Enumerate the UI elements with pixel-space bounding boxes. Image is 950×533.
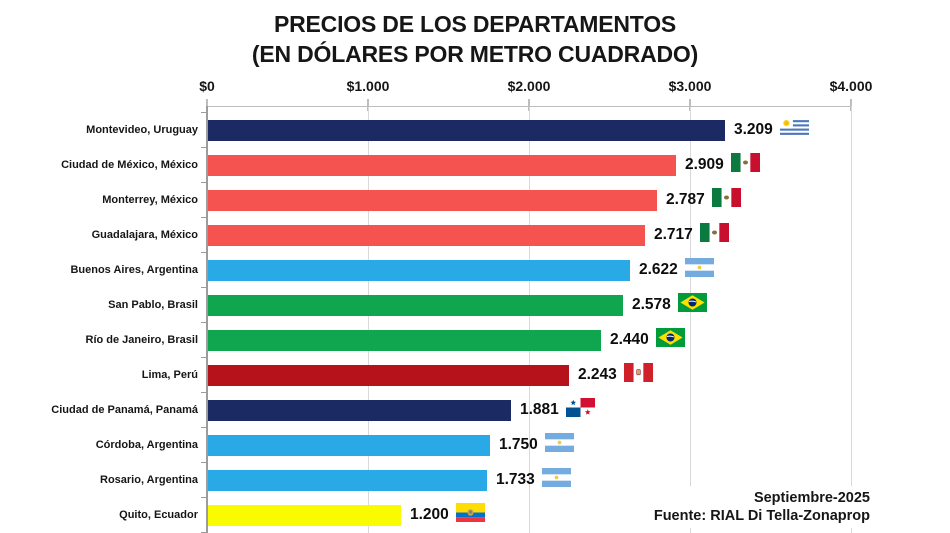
category-label: Ciudad de Panamá, Panamá bbox=[51, 403, 198, 416]
category-label: Monterrey, México bbox=[102, 193, 198, 206]
y-axis-tick bbox=[201, 146, 207, 149]
bar bbox=[208, 364, 569, 386]
x-axis-tick bbox=[850, 99, 852, 111]
category-label: Lima, Perú bbox=[141, 368, 198, 381]
value-group: 2.622 bbox=[639, 253, 714, 288]
x-axis-tick bbox=[367, 99, 369, 111]
flag-ecuador-icon bbox=[455, 503, 485, 527]
value-label: 2.787 bbox=[666, 191, 705, 208]
x-axis-tick-label: $0 bbox=[199, 78, 215, 94]
chart-title-line1: PRECIOS DE LOS DEPARTAMENTOS bbox=[273, 11, 677, 37]
gridline bbox=[689, 106, 691, 533]
y-axis-tick bbox=[201, 251, 207, 254]
y-axis-tick bbox=[201, 286, 207, 289]
y-axis-tick bbox=[201, 321, 207, 324]
category-label: Quito, Ecuador bbox=[119, 508, 198, 521]
value-group: 2.578 bbox=[632, 288, 707, 323]
chart-title-line2: (EN DÓLARES POR METRO CUADRADO) bbox=[251, 41, 699, 67]
y-axis-tick bbox=[201, 181, 207, 184]
category-label: Rosario, Argentina bbox=[100, 473, 198, 486]
bar bbox=[208, 259, 630, 281]
x-axis-tick-label: $3.000 bbox=[668, 78, 712, 94]
flag-uruguay-icon bbox=[779, 118, 809, 142]
value-label: 1.733 bbox=[496, 471, 535, 488]
chart-title: PRECIOS DE LOS DEPARTAMENTOS (EN DÓLARES… bbox=[0, 9, 950, 69]
bar bbox=[208, 469, 487, 491]
y-axis-tick bbox=[201, 461, 207, 464]
value-label: 2.243 bbox=[578, 366, 617, 383]
gridline bbox=[850, 106, 852, 533]
value-label: 1.750 bbox=[499, 436, 538, 453]
value-label: 1.881 bbox=[520, 401, 559, 418]
value-label: 2.909 bbox=[685, 156, 724, 173]
bar bbox=[208, 224, 645, 246]
value-group: 1.750 bbox=[499, 428, 574, 463]
y-axis-tick bbox=[201, 426, 207, 429]
flag-panama-icon bbox=[565, 398, 595, 422]
y-axis-tick bbox=[201, 111, 207, 114]
value-label: 2.440 bbox=[610, 331, 649, 348]
category-label: Guadalajara, México bbox=[91, 228, 198, 241]
category-label: Córdoba, Argentina bbox=[95, 438, 198, 451]
value-label: 1.200 bbox=[410, 506, 449, 523]
value-label: 2.717 bbox=[654, 226, 693, 243]
flag-argentina-icon bbox=[541, 468, 571, 492]
bar bbox=[208, 294, 623, 316]
category-label: Montevideo, Uruguay bbox=[86, 123, 198, 136]
category-label: Buenos Aires, Argentina bbox=[70, 263, 198, 276]
x-axis-line bbox=[207, 106, 851, 107]
y-axis-tick bbox=[201, 391, 207, 394]
y-axis-tick bbox=[201, 356, 207, 359]
y-axis-line bbox=[206, 106, 208, 533]
bar bbox=[208, 329, 601, 351]
bar bbox=[208, 399, 511, 421]
y-axis-tick bbox=[201, 496, 207, 499]
flag-brazil-icon bbox=[677, 293, 707, 317]
value-group: 1.200 bbox=[410, 498, 485, 533]
value-group: 2.909 bbox=[685, 148, 760, 183]
value-label: 2.622 bbox=[639, 261, 678, 278]
value-label: 3.209 bbox=[734, 121, 773, 138]
flag-mexico-icon bbox=[730, 153, 760, 177]
value-group: 2.440 bbox=[610, 323, 685, 358]
source-note: Septiembre-2025 Fuente: RIAL Di Tella-Zo… bbox=[649, 486, 874, 528]
value-group: 1.733 bbox=[496, 463, 571, 498]
value-group: 2.717 bbox=[654, 218, 729, 253]
bar bbox=[208, 504, 401, 526]
gridline bbox=[528, 106, 530, 533]
flag-peru-icon bbox=[623, 363, 653, 387]
gridline bbox=[367, 106, 369, 533]
value-group: 2.787 bbox=[666, 183, 741, 218]
flag-mexico-icon bbox=[699, 223, 729, 247]
y-axis-tick bbox=[201, 216, 207, 219]
value-group: 1.881 bbox=[520, 393, 595, 428]
y-axis-tick bbox=[201, 531, 207, 533]
x-axis-tick-label: $1.000 bbox=[346, 78, 390, 94]
value-group: 2.243 bbox=[578, 358, 653, 393]
category-label: San Pablo, Brasil bbox=[108, 298, 198, 311]
bar bbox=[208, 434, 490, 456]
x-axis-tick-label: $2.000 bbox=[507, 78, 551, 94]
x-axis-tick bbox=[689, 99, 691, 111]
flag-brazil-icon bbox=[655, 328, 685, 352]
category-label: Río de Janeiro, Brasil bbox=[85, 333, 198, 346]
flag-argentina-icon bbox=[544, 433, 574, 457]
source-date: Septiembre-2025 bbox=[753, 490, 870, 506]
x-axis-tick bbox=[528, 99, 530, 111]
category-label: Ciudad de México, México bbox=[61, 158, 198, 171]
value-group: 3.209 bbox=[734, 113, 809, 148]
flag-mexico-icon bbox=[711, 188, 741, 212]
x-axis-tick bbox=[206, 99, 208, 111]
flag-argentina-icon bbox=[684, 258, 714, 282]
source-attribution: Fuente: RIAL Di Tella-Zonaprop bbox=[653, 508, 870, 524]
value-label: 2.578 bbox=[632, 296, 671, 313]
x-axis-tick-label: $4.000 bbox=[829, 78, 873, 94]
bar bbox=[208, 119, 725, 141]
bar bbox=[208, 154, 676, 176]
bar bbox=[208, 189, 657, 211]
